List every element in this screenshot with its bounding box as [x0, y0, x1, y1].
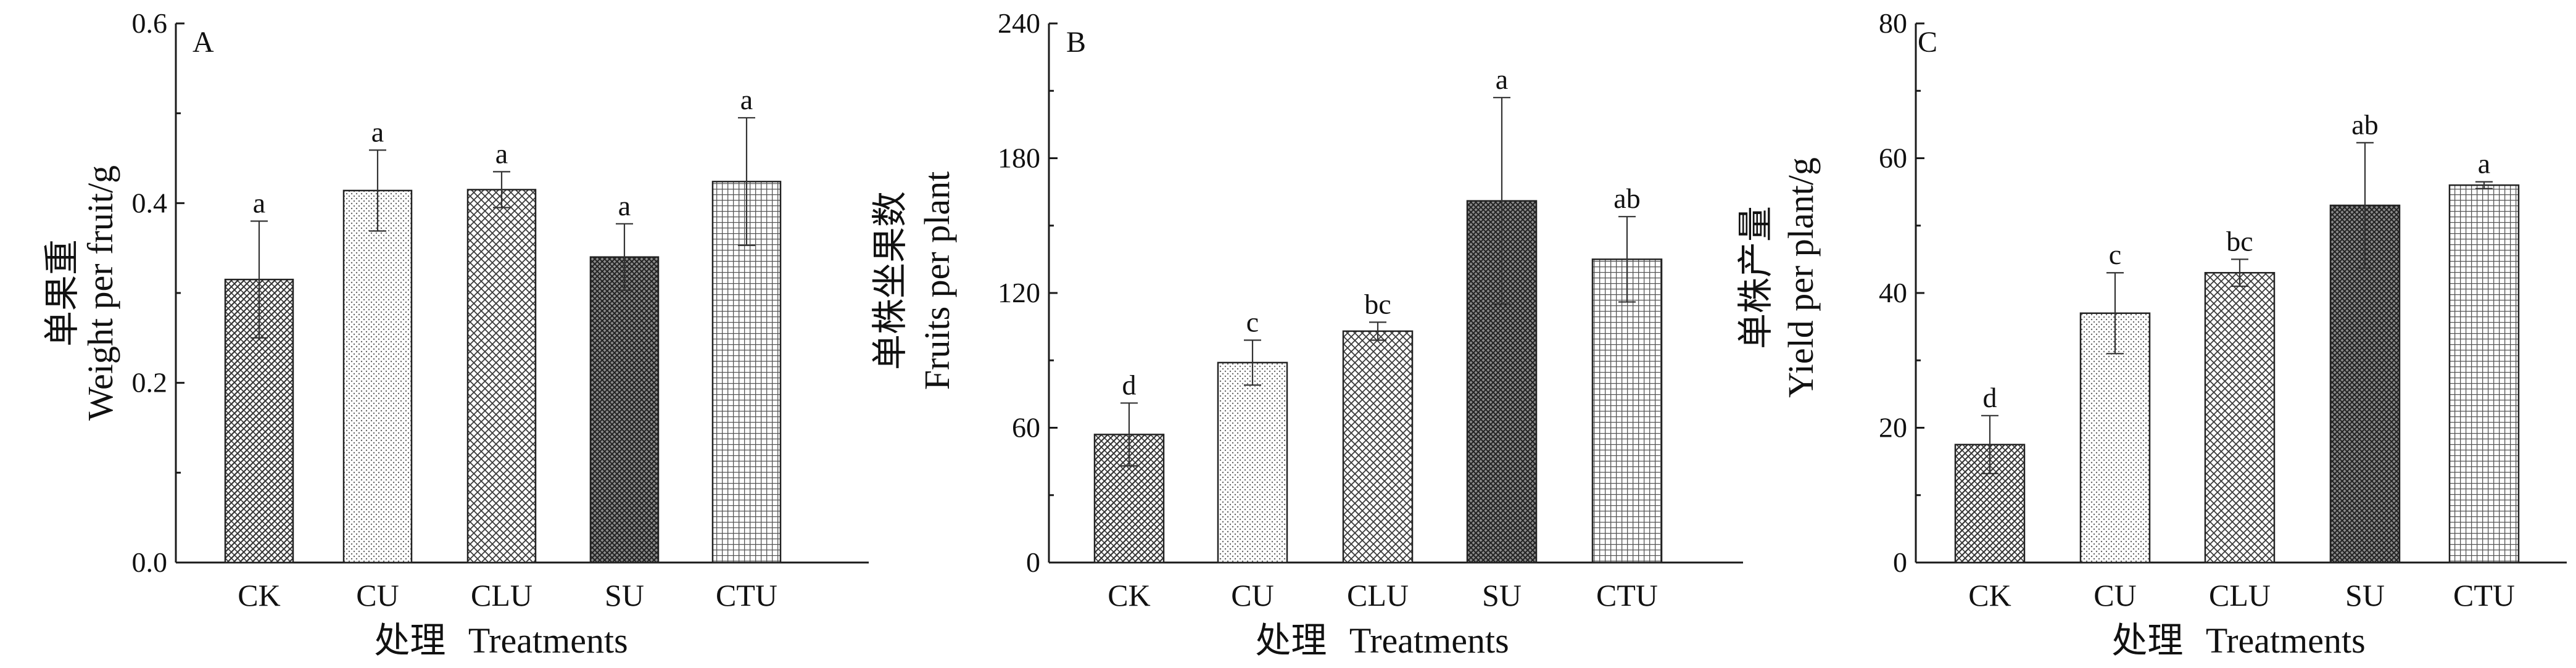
panel-c-ytick-label-0: 0 — [1893, 546, 1907, 578]
panel-b-ylabel-en: Fruits per plant — [917, 171, 957, 390]
panel-a-sig-label-3: a — [618, 190, 631, 221]
panel-a-category-label-2: CLU — [471, 578, 532, 612]
panel-c-xlabel-en: Treatments — [2206, 621, 2366, 661]
panel-a-letter: A — [193, 26, 214, 59]
panel-a-sig-label-1: a — [371, 116, 384, 147]
panel-b-ytick-label-3: 180 — [998, 142, 1040, 174]
panel-b-letter: B — [1066, 26, 1086, 59]
panel-c: C 0 20 40 60 80 d CK c CU bc CLU ab SU a CTU 单株产量 Yie… — [1736, 7, 2567, 661]
panel-c-ytick-label-3: 60 — [1879, 142, 1907, 174]
panel-b-ytick-label-4: 240 — [998, 7, 1040, 39]
panel-b-category-label-0: CK — [1108, 578, 1150, 612]
panel-b-bar-cu — [1217, 361, 1288, 564]
panel-a-sig-label-2: a — [495, 138, 508, 169]
panel-c-sig-label-4: a — [2478, 148, 2490, 179]
panel-a-ylabel-cn: 单果重 — [42, 239, 82, 347]
panel-c-xlabel: 处理 Treatments — [2111, 621, 2365, 661]
panel-c-ylabel-en: Yield per plant/g — [1781, 157, 1821, 398]
panel-c-category-label-4: CTU — [2453, 578, 2515, 612]
panel-a-ytick-label-1: 0.2 — [132, 367, 168, 398]
panel-a-ytick-label-2: 0.4 — [132, 187, 168, 218]
panel-b-bar-clu — [1342, 330, 1414, 564]
panel-b-sig-label-4: ab — [1613, 183, 1640, 214]
panel-a-ytick-label-3: 0.6 — [132, 7, 168, 39]
panel-a-sig-label-4: a — [740, 84, 753, 115]
panel-c-ytick-label-4: 80 — [1879, 7, 1907, 39]
panel-c-ytick-label-1: 20 — [1879, 412, 1907, 443]
panel-b-xlabel-en: Treatments — [1349, 621, 1509, 661]
panel-b-xlabel-cn: 处理 — [1255, 621, 1327, 661]
panel-b-ytick-label-2: 120 — [998, 277, 1040, 308]
panel-a-xlabel-en: Treatments — [468, 621, 628, 661]
panel-c-letter: C — [1918, 26, 1937, 59]
panel-b-sig-label-0: d — [1122, 369, 1137, 400]
panel-b-ytick-label-0: 0 — [1026, 546, 1040, 578]
panel-b-category-label-4: CTU — [1596, 578, 1658, 612]
panel-b-sig-label-2: bc — [1364, 288, 1391, 320]
panel-b: B 0 60 120 180 240 d CK c CU bc CLU a SU ab CTU 单株坐果数… — [870, 7, 1743, 661]
panel-b-bar-ctu — [1591, 258, 1663, 564]
panel-a-sig-label-0: a — [253, 187, 265, 218]
panel-a-ytick-label-0: 0.0 — [132, 546, 168, 578]
panel-b-ytick-label-1: 60 — [1012, 412, 1040, 443]
panel-b-category-label-3: SU — [1482, 578, 1522, 612]
panel-c-bar-cu — [2079, 312, 2151, 564]
panel-c-category-label-3: SU — [2345, 578, 2385, 612]
panel-c-sig-label-0: d — [1983, 382, 1997, 413]
panel-c-sig-label-1: c — [2109, 239, 2121, 270]
panel-a-category-label-3: SU — [605, 578, 644, 612]
panel-b-category-label-1: CU — [1231, 578, 1274, 612]
panel-c-category-label-1: CU — [2094, 578, 2136, 612]
panel-a-xlabel: 处理 Treatments — [374, 621, 627, 661]
panel-c-bar-clu — [2204, 271, 2276, 564]
panel-c-bar-ctu — [2448, 184, 2520, 564]
panel-c-category-label-0: CK — [1968, 578, 2011, 612]
panel-a-bar-su — [589, 256, 660, 564]
panel-b-xlabel: 处理 Treatments — [1255, 621, 1509, 661]
panel-b-ylabel-cn: 单株坐果数 — [870, 191, 910, 370]
panel-c-ylabel-cn: 单株产量 — [1736, 206, 1776, 349]
panel-a-bar-clu — [466, 189, 537, 564]
panel-c-xlabel-cn: 处理 — [2111, 621, 2183, 661]
panel-b-category-label-2: CLU — [1347, 578, 1409, 612]
panel-c-category-label-2: CLU — [2209, 578, 2271, 612]
panel-a-category-label-1: CU — [356, 578, 399, 612]
panel-a-category-label-0: CK — [238, 578, 280, 612]
panel-b-sig-label-3: a — [1496, 64, 1508, 95]
panel-a: A 0.0 0.2 0.4 0.6 a CK a CU a CLU a SU a CTU 单果重 Wei… — [42, 7, 869, 661]
panel-c-sig-label-2: bc — [2226, 225, 2253, 257]
panel-a-bar-cu — [342, 189, 413, 564]
panel-a-ylabel-en: Weight per fruit/g — [80, 165, 120, 421]
panel-a-xlabel-cn: 处理 — [374, 621, 445, 661]
panel-a-category-label-4: CTU — [716, 578, 777, 612]
panel-c-sig-label-3: ab — [2351, 109, 2378, 140]
panel-b-sig-label-1: c — [1246, 306, 1259, 337]
panel-c-ytick-label-2: 40 — [1879, 277, 1907, 308]
